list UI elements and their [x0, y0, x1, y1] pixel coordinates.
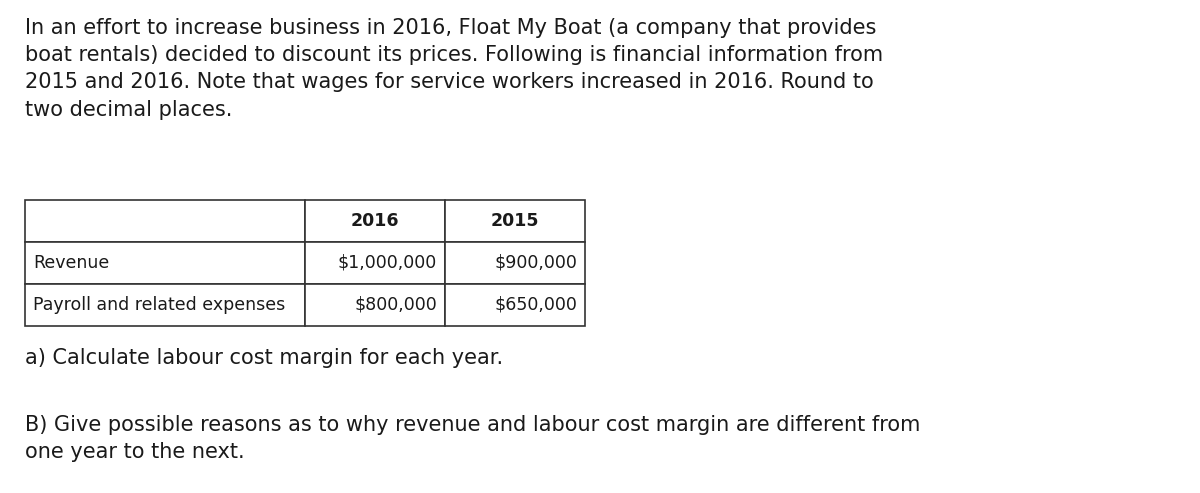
Text: $650,000: $650,000 [494, 296, 577, 314]
Text: Revenue: Revenue [34, 254, 109, 272]
Bar [445, 242, 586, 284]
Text: Payroll and related expenses: Payroll and related expenses [34, 296, 286, 314]
Bar [25, 200, 305, 242]
Bar [305, 284, 445, 326]
Text: $900,000: $900,000 [494, 254, 577, 272]
Text: $1,000,000: $1,000,000 [337, 254, 437, 272]
Bar [445, 284, 586, 326]
Bar [25, 242, 305, 284]
Bar [445, 200, 586, 242]
Text: 2015: 2015 [491, 212, 539, 230]
Text: B) Give possible reasons as to why revenue and labour cost margin are different : B) Give possible reasons as to why reven… [25, 415, 920, 462]
Bar [25, 284, 305, 326]
Text: 2016: 2016 [350, 212, 400, 230]
Text: In an effort to increase business in 2016, Float My Boat (a company that provide: In an effort to increase business in 201… [25, 18, 883, 120]
Text: a) Calculate labour cost margin for each year.: a) Calculate labour cost margin for each… [25, 348, 503, 368]
Bar [305, 242, 445, 284]
Text: $800,000: $800,000 [354, 296, 437, 314]
Bar [305, 200, 445, 242]
